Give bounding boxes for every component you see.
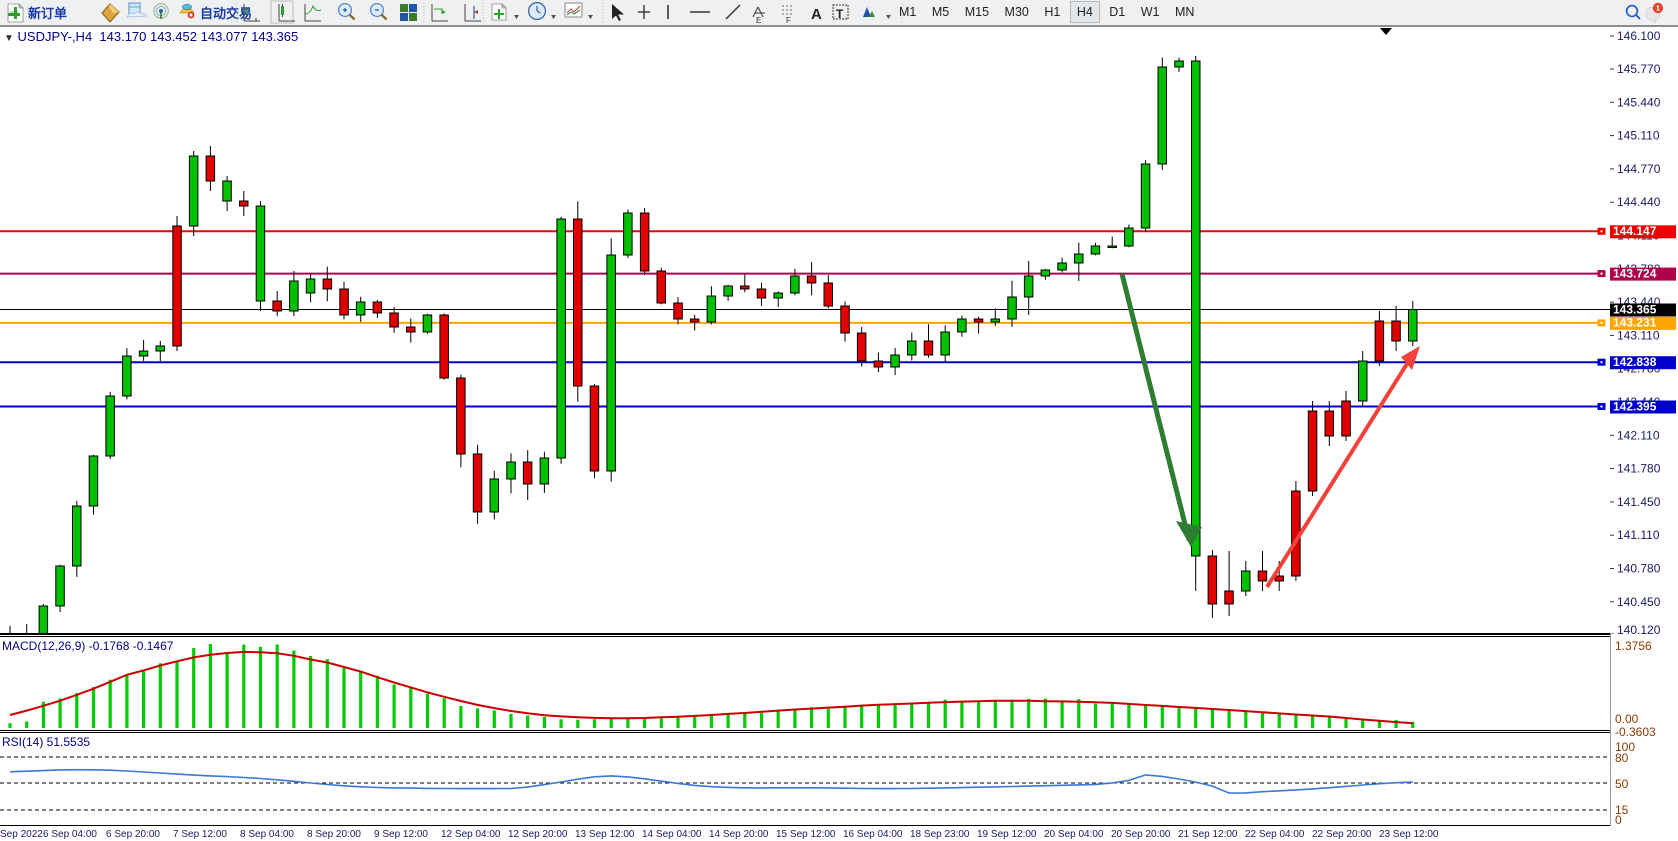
svg-text:141.110: 141.110 <box>1617 528 1660 542</box>
svg-text:145.770: 145.770 <box>1617 62 1661 76</box>
svg-text:143.724: 143.724 <box>1613 266 1657 280</box>
svg-text:22 Sep 04:00: 22 Sep 04:00 <box>1245 829 1305 840</box>
svg-text:20 Sep 20:00: 20 Sep 20:00 <box>1111 829 1171 840</box>
svg-text:143.110: 143.110 <box>1617 328 1660 342</box>
svg-text:13 Sep 12:00: 13 Sep 12:00 <box>575 829 635 840</box>
svg-text:6 Sep 04:00: 6 Sep 04:00 <box>43 829 97 840</box>
svg-text:143.231: 143.231 <box>1613 316 1657 330</box>
svg-text:145.110: 145.110 <box>1617 129 1660 143</box>
svg-text:142.110: 142.110 <box>1617 428 1660 442</box>
svg-text:14 Sep 20:00: 14 Sep 20:00 <box>709 829 769 840</box>
svg-text:144.147: 144.147 <box>1613 224 1657 238</box>
svg-text:22 Sep 20:00: 22 Sep 20:00 <box>1312 829 1372 840</box>
svg-text:142.395: 142.395 <box>1613 399 1657 413</box>
svg-text:6 Sep 20:00: 6 Sep 20:00 <box>106 829 160 840</box>
svg-text:15 Sep 12:00: 15 Sep 12:00 <box>776 829 836 840</box>
svg-text:9 Sep 12:00: 9 Sep 12:00 <box>374 829 428 840</box>
svg-text:20 Sep 04:00: 20 Sep 04:00 <box>1044 829 1104 840</box>
svg-text:143.365: 143.365 <box>1613 302 1657 316</box>
svg-text:8 Sep 04:00: 8 Sep 04:00 <box>240 829 294 840</box>
svg-text:140.120: 140.120 <box>1617 623 1661 634</box>
svg-text:12 Sep 04:00: 12 Sep 04:00 <box>441 829 501 840</box>
svg-text:144.440: 144.440 <box>1617 195 1661 209</box>
svg-text:14 Sep 04:00: 14 Sep 04:00 <box>642 829 702 840</box>
svg-text:140.780: 140.780 <box>1617 562 1661 576</box>
svg-text:7 Sep 12:00: 7 Sep 12:00 <box>173 829 227 840</box>
svg-text:16 Sep 04:00: 16 Sep 04:00 <box>843 829 903 840</box>
svg-text:21 Sep 12:00: 21 Sep 12:00 <box>1178 829 1238 840</box>
svg-text:140.450: 140.450 <box>1617 595 1661 609</box>
svg-text:12 Sep 20:00: 12 Sep 20:00 <box>508 829 568 840</box>
svg-text:18 Sep 23:00: 18 Sep 23:00 <box>910 829 970 840</box>
svg-text:23 Sep 12:00: 23 Sep 12:00 <box>1379 829 1439 840</box>
svg-text:146.100: 146.100 <box>1617 29 1661 43</box>
svg-text:141.450: 141.450 <box>1617 495 1661 509</box>
svg-text:8 Sep 20:00: 8 Sep 20:00 <box>307 829 361 840</box>
svg-text:141.780: 141.780 <box>1617 462 1661 476</box>
svg-text:142.838: 142.838 <box>1613 355 1657 369</box>
svg-text:145.440: 145.440 <box>1617 95 1661 109</box>
svg-text:Sep 2022: Sep 2022 <box>0 829 43 840</box>
svg-text:19 Sep 12:00: 19 Sep 12:00 <box>977 829 1037 840</box>
svg-text:144.770: 144.770 <box>1617 162 1661 176</box>
